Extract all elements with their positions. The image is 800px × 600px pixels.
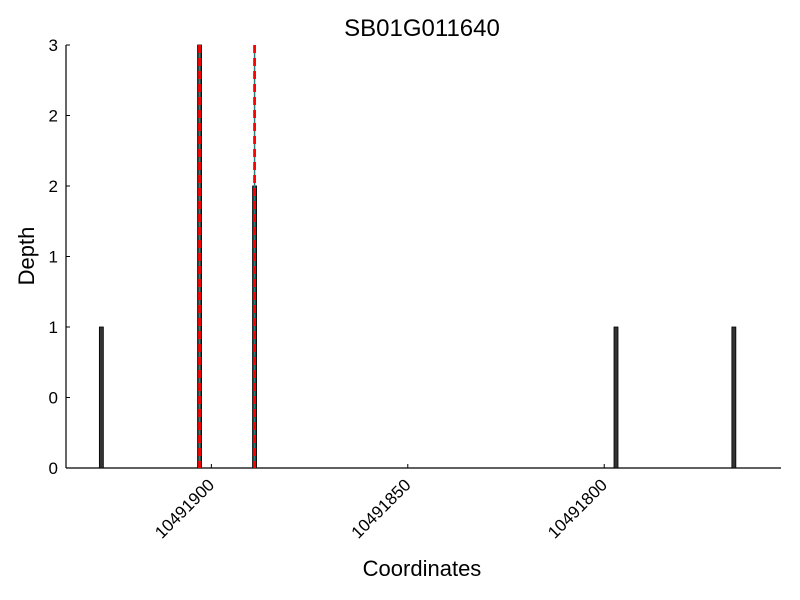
y-axis-label: Depth — [14, 227, 39, 286]
depth-bar — [613, 326, 619, 469]
x-tick-label: 10491850 — [348, 475, 415, 542]
plot-area: 0 0 1 1 2 2 3 10491900 10491850 10491800 — [49, 36, 781, 542]
chart-title: SB01G011640 — [344, 15, 500, 42]
y-tick-label: 0 — [49, 389, 58, 408]
x-axis-label: Coordinates — [363, 556, 482, 581]
y-tick-label: 1 — [49, 248, 58, 267]
y-tick-label: 1 — [49, 318, 58, 337]
depth-bar — [731, 326, 737, 469]
y-tick-label: 2 — [49, 177, 58, 196]
y-tick-label: 2 — [49, 107, 58, 126]
y-tick-label: 3 — [49, 36, 58, 55]
y-tick-label: 0 — [49, 459, 58, 478]
depth-bar — [98, 326, 104, 469]
x-tick-label: 10491900 — [151, 475, 218, 542]
x-tick-label: 10491800 — [544, 475, 611, 542]
